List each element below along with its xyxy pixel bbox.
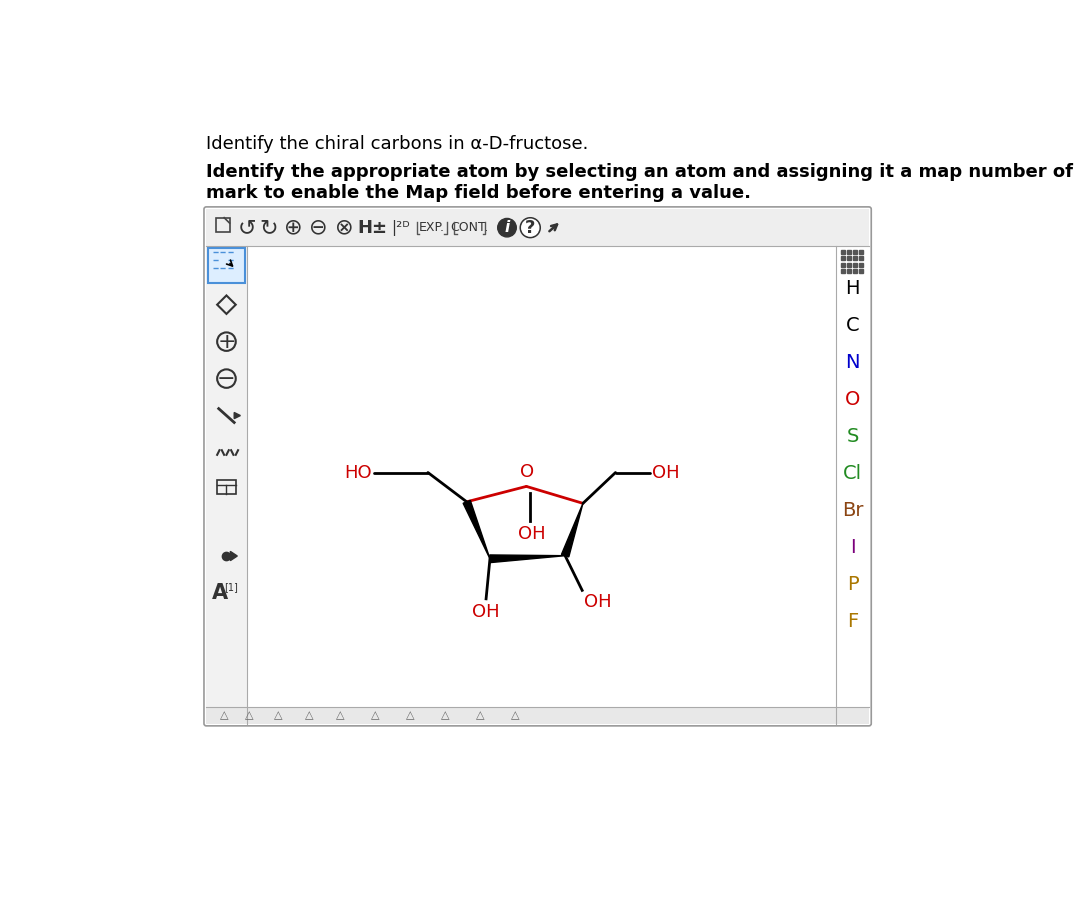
Text: O: O [845,390,861,408]
Text: −: − [217,369,235,388]
Text: Cl: Cl [843,464,862,483]
Text: ⊕: ⊕ [284,218,302,238]
Text: △: △ [475,710,484,720]
Text: ⊖: ⊖ [309,218,328,238]
Text: C: C [846,316,860,335]
Text: S: S [847,427,859,446]
Text: +: + [217,332,235,351]
Text: △: △ [245,710,254,720]
Polygon shape [490,555,565,562]
Polygon shape [463,501,490,559]
Text: F: F [847,611,859,631]
Polygon shape [230,551,238,561]
Text: N: N [846,353,860,372]
Text: mark to enable the Map field before entering a value.: mark to enable the Map field before ente… [206,183,752,202]
Text: △: △ [336,710,345,720]
Text: P: P [847,574,859,594]
Bar [206,706,869,724]
FancyBboxPatch shape [204,207,872,726]
Bar [836,246,869,724]
Text: i: i [504,220,510,235]
Circle shape [522,219,539,236]
Text: △: △ [406,710,415,720]
Text: [1]: [1] [225,582,238,592]
Text: OH: OH [652,464,679,481]
Text: HO: HO [345,464,373,481]
Text: ⊗: ⊗ [335,218,353,238]
Text: OH: OH [518,525,545,543]
Text: O: O [521,463,535,481]
Text: △: △ [441,710,449,720]
Text: Identify the appropriate atom by selecting an atom and assigning it a map number: Identify the appropriate atom by selecti… [206,163,1080,181]
Bar [207,248,245,283]
Bar [216,218,230,231]
Text: △: △ [274,710,283,720]
Text: OH: OH [583,594,611,611]
Text: ↺: ↺ [238,218,257,238]
Text: EXP.: EXP. [419,221,445,234]
Text: Identify the chiral carbons in α-D-fructose.: Identify the chiral carbons in α-D-fruct… [206,136,589,153]
Text: △: △ [372,710,379,720]
Text: CONT.: CONT. [450,221,489,234]
Text: A: A [212,583,228,603]
Text: H±: H± [357,219,387,237]
Text: |²ᴰ: |²ᴰ [391,219,409,236]
Bar [217,480,235,494]
Text: I: I [850,538,855,557]
Circle shape [521,218,540,238]
Text: △: △ [511,710,519,720]
Text: ↻: ↻ [259,218,278,238]
Bar [206,209,869,246]
Polygon shape [562,503,583,557]
Text: Br: Br [842,501,863,520]
Text: ?: ? [525,219,536,237]
Bar [246,246,836,724]
Polygon shape [234,412,241,419]
Text: OH: OH [472,603,500,621]
Circle shape [498,219,516,237]
Bar [206,246,246,724]
Text: △: △ [220,710,228,720]
Text: H: H [846,279,860,298]
Text: △: △ [306,710,313,720]
